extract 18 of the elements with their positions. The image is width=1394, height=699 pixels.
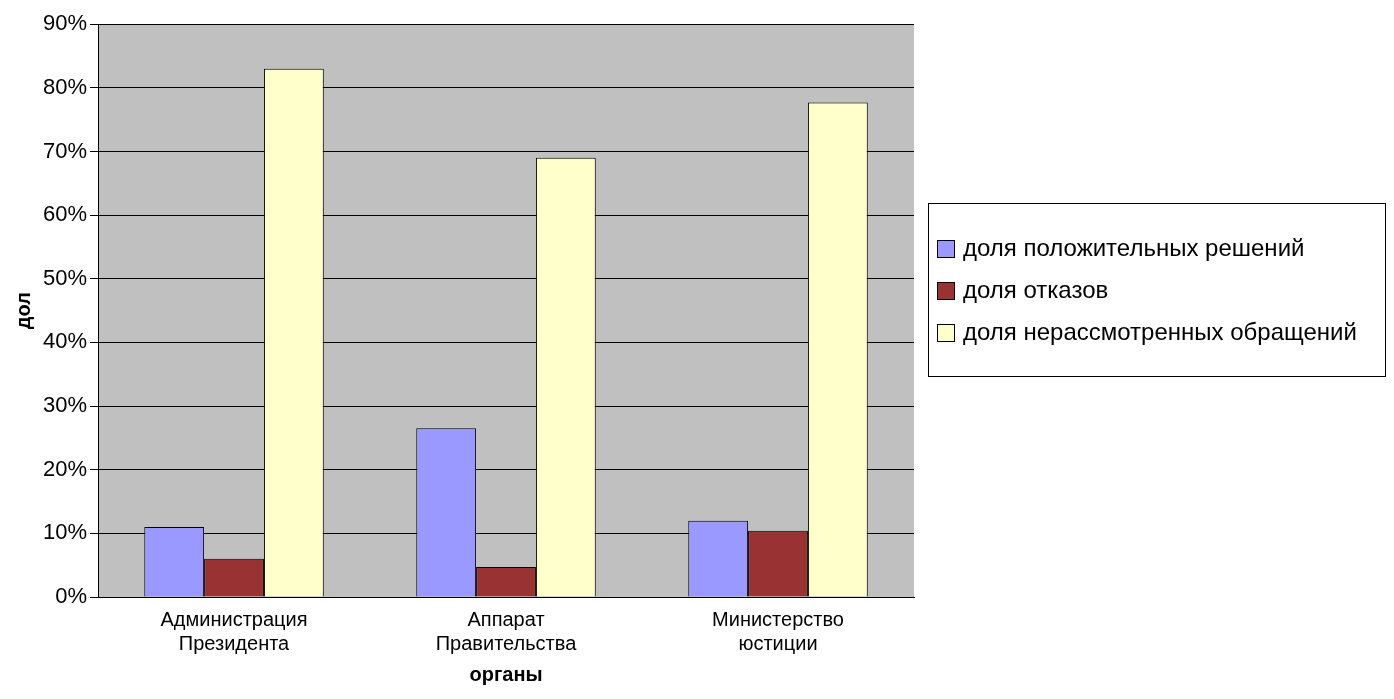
x-axis-title: органы <box>469 662 543 685</box>
y-tick-label: 20% <box>42 455 88 481</box>
x-tick-label: Аппарат Правительства <box>435 607 578 654</box>
x-tick-label: Администрация Президента <box>160 607 308 654</box>
legend-label: доля положительных решений <box>963 233 1305 262</box>
legend-label: доля нерассмотренных обращений <box>963 317 1357 346</box>
y-tick-label: 40% <box>42 328 88 354</box>
y-tick-label: 0% <box>55 583 88 609</box>
y-tick-label: 70% <box>42 137 88 163</box>
legend-label: доля отказов <box>963 275 1109 304</box>
y-tick-label: 30% <box>42 392 88 418</box>
y-tick-label: 50% <box>42 264 88 290</box>
y-tick-label: 60% <box>42 201 88 227</box>
y-tick-label: 10% <box>42 519 88 545</box>
y-axis-title: дол <box>11 292 34 330</box>
y-tick-label: 80% <box>42 73 88 99</box>
x-tick-label: Министерство юстиции <box>712 607 844 654</box>
y-tick-label: 90% <box>42 10 88 36</box>
